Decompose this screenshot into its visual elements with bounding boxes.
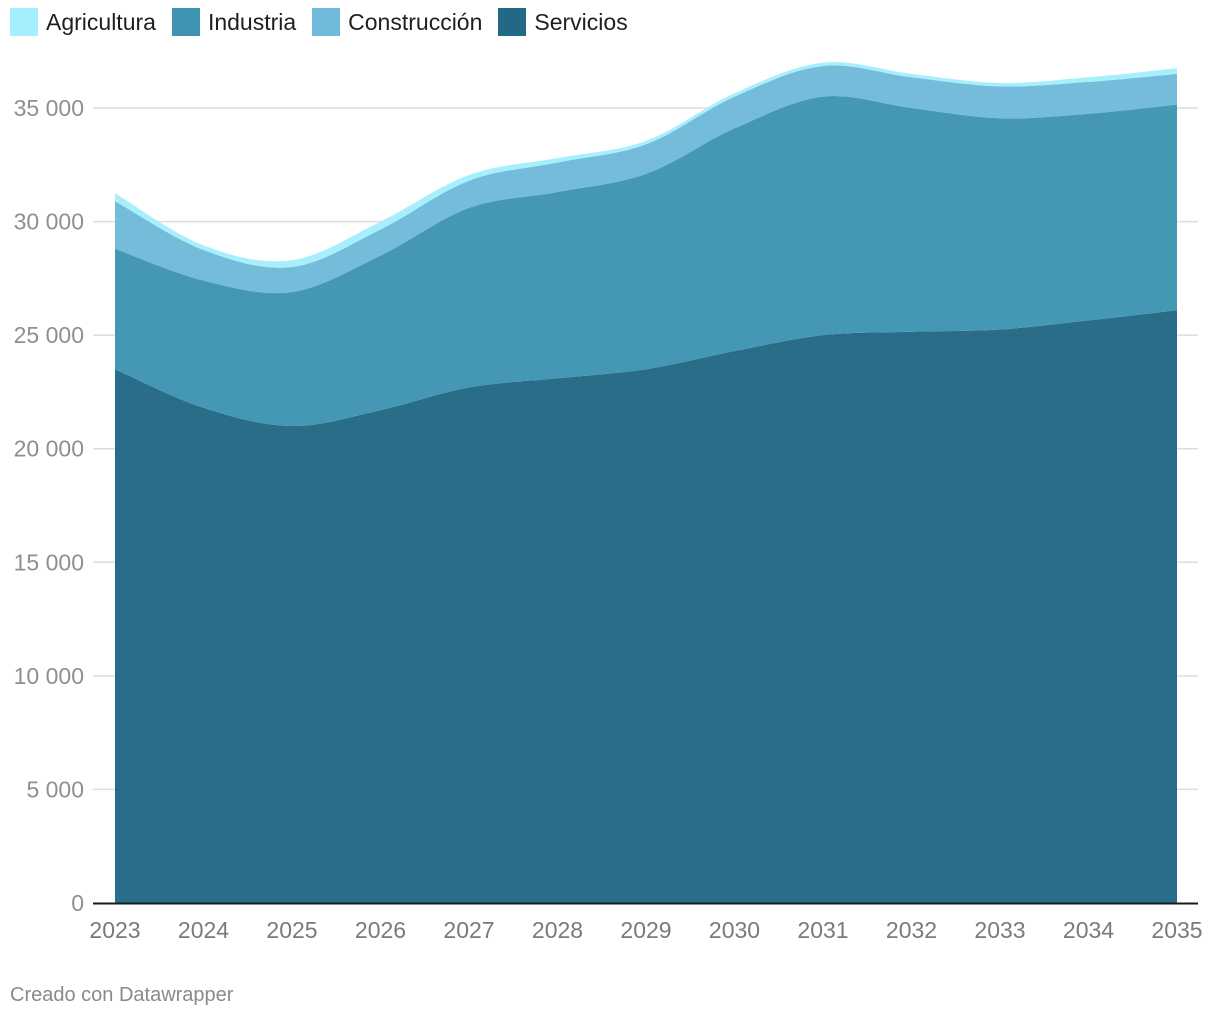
x-tick-label: 2029: [620, 917, 671, 943]
y-tick-label: 35 000: [14, 95, 84, 121]
area-industria: [115, 95, 1177, 427]
legend-swatch: [498, 8, 527, 36]
legend-label: Servicios: [534, 8, 628, 35]
chart-legend: Agricultura Industria Construcción Servicio…: [10, 8, 644, 36]
legend-swatch: [10, 8, 38, 36]
x-tick-label: 2024: [178, 917, 229, 943]
x-tick-label: 2030: [709, 917, 760, 943]
credit-footer: Creado con Datawrapper: [10, 984, 234, 1006]
x-axis-ticks: 2023 2024 2025 2026 2027 2028 2029 2030 2031 2032…: [89, 917, 1202, 943]
area-series: [115, 62, 1177, 903]
legend-label: Industria: [207, 8, 297, 35]
legend-item-agricultura: Agricultura: [10, 8, 156, 36]
y-tick-label: 20 000: [14, 436, 84, 462]
x-tick-label: 2026: [355, 917, 406, 943]
x-tick-label: 2023: [89, 917, 140, 943]
x-tick-label: 2034: [1063, 917, 1114, 943]
legend-item-industria: Industria: [171, 8, 297, 36]
y-axis-ticks: 0 5 000 10 000 15 000 20 000 25 000 30 000 35 0…: [14, 95, 84, 916]
legend-label: Agricultura: [46, 8, 156, 35]
y-tick-label: 5 000: [26, 776, 84, 802]
legend-label: Construcción: [348, 8, 483, 35]
x-tick-label: 2035: [1151, 917, 1202, 943]
x-tick-label: 2027: [443, 917, 494, 943]
legend-swatch: [171, 8, 200, 36]
y-tick-label: 10 000: [14, 663, 84, 689]
legend-item-construccion: Construcción: [312, 8, 482, 36]
legend-swatch: [312, 8, 341, 36]
x-tick-label: 2033: [974, 917, 1025, 943]
y-tick-label: 30 000: [14, 209, 84, 235]
x-tick-label: 2028: [532, 917, 583, 943]
y-tick-label: 15 000: [14, 549, 84, 575]
y-tick-label: 0: [71, 890, 84, 916]
y-tick-label: 25 000: [14, 322, 84, 348]
area-servicios: [115, 310, 1177, 903]
x-tick-label: 2025: [266, 917, 317, 943]
legend-item-servicios: Servicios: [498, 8, 628, 36]
area-agricultura: [115, 62, 1177, 268]
area-construccion: [115, 65, 1177, 294]
x-tick-label: 2032: [886, 917, 937, 943]
x-tick-label: 2031: [797, 917, 848, 943]
